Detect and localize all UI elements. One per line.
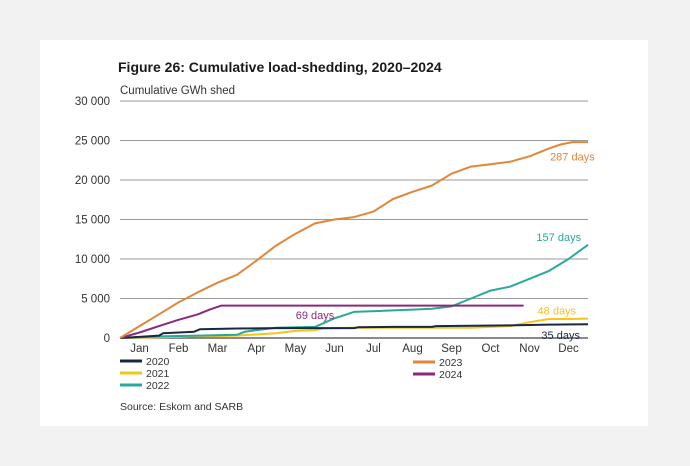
end-label-2022: 157 days xyxy=(536,232,581,244)
series-line-2020 xyxy=(119,323,589,339)
y-tick-label: 5 000 xyxy=(81,294,110,306)
end-annotations: 35 days 48 days 157 days 287 days 69 days xyxy=(296,151,595,342)
x-tick-label: Jan xyxy=(130,343,149,355)
x-tick-label: May xyxy=(285,343,307,355)
legend-label-2021: 2021 xyxy=(146,368,170,380)
source-note: Source: Eskom and SARB xyxy=(120,401,243,413)
figure-card: Figure 26: Cumulative load-shedding, 202… xyxy=(40,40,648,426)
y-tick-label: 10 000 xyxy=(75,254,110,266)
x-tick-label: Mar xyxy=(208,343,228,355)
y-tick-labels: 0 5 000 10 000 15 000 20 000 25 000 30 000 xyxy=(75,96,110,345)
end-label-2024: 69 days xyxy=(296,310,335,322)
y-tick-label: 20 000 xyxy=(75,175,110,187)
gridlines xyxy=(120,100,588,339)
series-line-2022 xyxy=(119,243,589,339)
x-tick-label: Oct xyxy=(482,343,501,355)
legend-label-2022: 2022 xyxy=(146,380,170,392)
end-label-2020: 35 days xyxy=(541,330,580,342)
x-tick-label: Apr xyxy=(248,343,266,355)
series-line-2024 xyxy=(119,304,524,339)
x-tick-label: Dec xyxy=(558,343,579,355)
x-tick-label: Aug xyxy=(402,343,422,355)
series-line-2023 xyxy=(119,141,588,339)
x-tick-labels: Jan Feb Mar Apr May Jun Jul Aug Sep Oct Nov Dec xyxy=(130,343,579,355)
x-tick-label: Jul xyxy=(366,343,381,355)
x-tick-label: Feb xyxy=(169,343,189,355)
y-tick-label: 15 000 xyxy=(75,215,110,227)
chart-title: Figure 26: Cumulative load-shedding, 202… xyxy=(118,59,442,75)
series-lines xyxy=(119,141,589,339)
x-tick-label: Sep xyxy=(441,343,461,355)
legend-label-2024: 2024 xyxy=(439,369,463,381)
y-axis-label: Cumulative GWh shed xyxy=(120,85,235,97)
y-tick-label: 25 000 xyxy=(75,136,110,148)
legend-label-2020: 2020 xyxy=(146,356,170,368)
x-tick-label: Jun xyxy=(325,343,344,355)
y-tick-label: 30 000 xyxy=(75,96,110,108)
x-tick-label: Nov xyxy=(519,343,540,355)
end-label-2021: 48 days xyxy=(538,305,577,317)
end-label-2023: 287 days xyxy=(550,151,595,163)
y-tick-label: 0 xyxy=(104,333,110,345)
chart-svg: Figure 26: Cumulative load-shedding, 202… xyxy=(75,59,595,413)
legend-label-2023: 2023 xyxy=(439,357,463,369)
